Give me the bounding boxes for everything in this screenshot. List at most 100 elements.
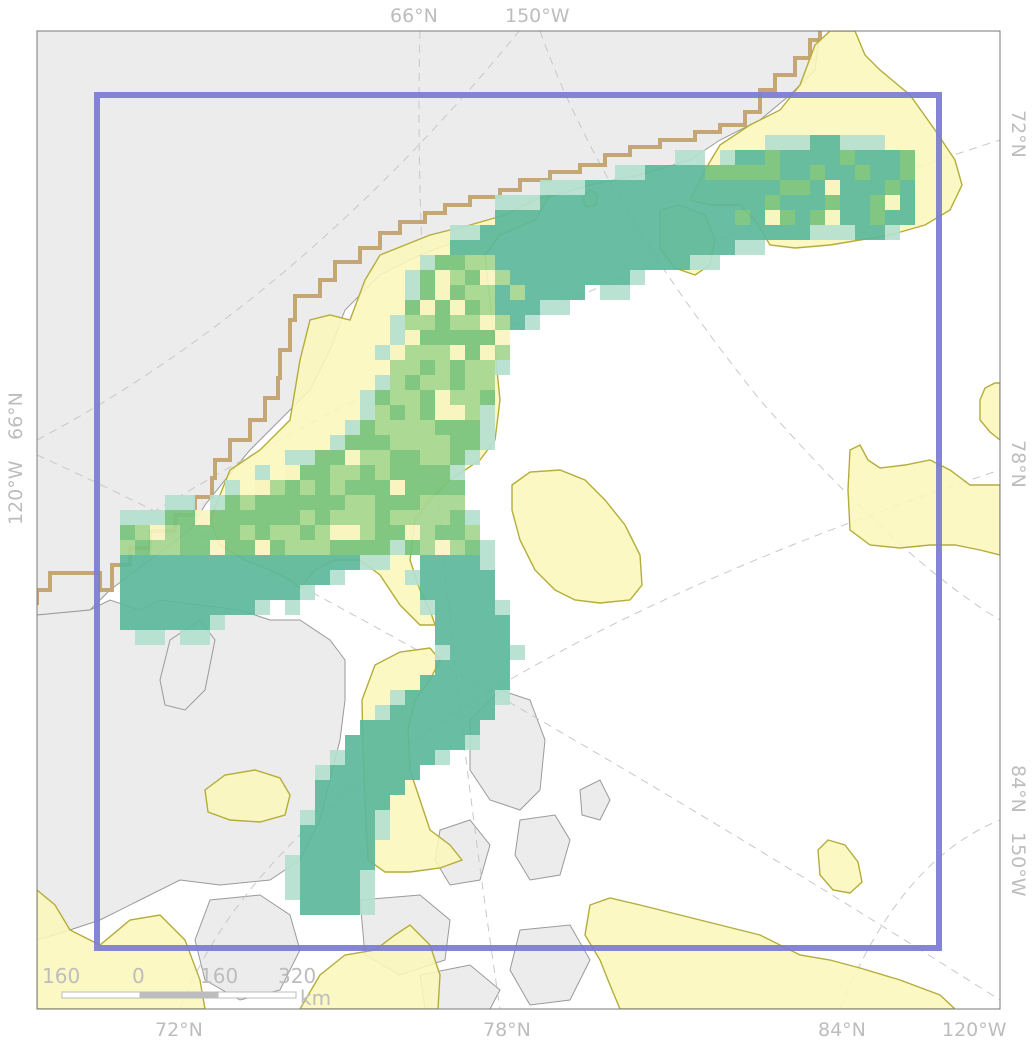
raster-cell <box>225 480 240 495</box>
raster-cell <box>180 600 195 615</box>
raster-cell <box>390 465 405 480</box>
raster-cell <box>360 780 375 795</box>
raster-cell <box>405 270 420 285</box>
raster-cell <box>420 510 435 525</box>
raster-cell <box>690 255 705 270</box>
raster-cell <box>135 600 150 615</box>
raster-cell <box>495 345 510 360</box>
raster-cell <box>495 225 510 240</box>
raster-cell <box>525 315 540 330</box>
raster-cell <box>495 315 510 330</box>
raster-cell <box>435 555 450 570</box>
raster-cell <box>600 225 615 240</box>
raster-cell <box>315 855 330 870</box>
raster-cell <box>435 615 450 630</box>
raster-cell <box>855 165 870 180</box>
raster-cell <box>330 540 345 555</box>
raster-cell <box>345 435 360 450</box>
raster-cell <box>285 465 300 480</box>
raster-cell <box>465 405 480 420</box>
raster-cell <box>450 360 465 375</box>
raster-cell <box>495 195 510 210</box>
raster-cell <box>435 600 450 615</box>
raster-cell <box>885 195 900 210</box>
raster-cell <box>225 525 240 540</box>
graticule-label-bottom: 72°N <box>155 1019 203 1041</box>
raster-cell <box>390 510 405 525</box>
raster-cell <box>405 435 420 450</box>
raster-cell <box>225 600 240 615</box>
raster-cell <box>225 510 240 525</box>
raster-cell <box>525 240 540 255</box>
raster-cell <box>405 510 420 525</box>
raster-cell <box>360 855 375 870</box>
raster-cell <box>420 270 435 285</box>
raster-cell <box>360 900 375 915</box>
raster-cell <box>480 225 495 240</box>
raster-cell <box>705 210 720 225</box>
raster-cell <box>840 195 855 210</box>
raster-cell <box>480 690 495 705</box>
raster-cell <box>330 870 345 885</box>
raster-cell <box>360 735 375 750</box>
raster-cell <box>450 225 465 240</box>
raster-cell <box>435 720 450 735</box>
raster-cell <box>480 570 495 585</box>
raster-cell <box>270 585 285 600</box>
raster-cell <box>315 780 330 795</box>
raster-cell <box>300 510 315 525</box>
raster-cell <box>255 540 270 555</box>
raster-cell <box>405 315 420 330</box>
raster-cell <box>345 885 360 900</box>
raster-cell <box>435 420 450 435</box>
island <box>514 814 571 881</box>
raster-cell <box>585 210 600 225</box>
raster-cell <box>165 510 180 525</box>
raster-cell <box>375 495 390 510</box>
raster-cell <box>420 285 435 300</box>
raster-cell <box>525 270 540 285</box>
raster-cell <box>360 465 375 480</box>
raster-cell <box>330 510 345 525</box>
raster-cell <box>630 195 645 210</box>
raster-cell <box>600 180 615 195</box>
raster-cell <box>360 765 375 780</box>
raster-cell <box>450 495 465 510</box>
raster-cell <box>405 300 420 315</box>
raster-cell <box>885 165 900 180</box>
raster-cell <box>405 405 420 420</box>
raster-cell <box>555 195 570 210</box>
raster-cell <box>765 165 780 180</box>
raster-cell <box>135 630 150 645</box>
raster-cell <box>540 270 555 285</box>
raster-cell <box>285 480 300 495</box>
raster-cell <box>795 150 810 165</box>
raster-cell <box>840 180 855 195</box>
raster-cell <box>495 210 510 225</box>
raster-cell <box>195 525 210 540</box>
raster-cell <box>300 810 315 825</box>
raster-cell <box>120 570 135 585</box>
raster-cell <box>450 345 465 360</box>
raster-cell <box>315 870 330 885</box>
raster-cell <box>420 585 435 600</box>
raster-cell <box>375 555 390 570</box>
raster-cell <box>525 300 540 315</box>
raster-cell <box>330 435 345 450</box>
raster-cell <box>195 585 210 600</box>
raster-cell <box>870 195 885 210</box>
raster-cell <box>330 465 345 480</box>
raster-cell <box>390 360 405 375</box>
raster-cell <box>615 195 630 210</box>
raster-cell <box>450 555 465 570</box>
raster-cell <box>465 300 480 315</box>
raster-cell <box>225 585 240 600</box>
raster-cell <box>435 270 450 285</box>
raster-cell <box>480 270 495 285</box>
raster-cell <box>345 795 360 810</box>
raster-cell <box>480 300 495 315</box>
raster-cell <box>315 900 330 915</box>
raster-cell <box>195 600 210 615</box>
raster-cell <box>165 495 180 510</box>
